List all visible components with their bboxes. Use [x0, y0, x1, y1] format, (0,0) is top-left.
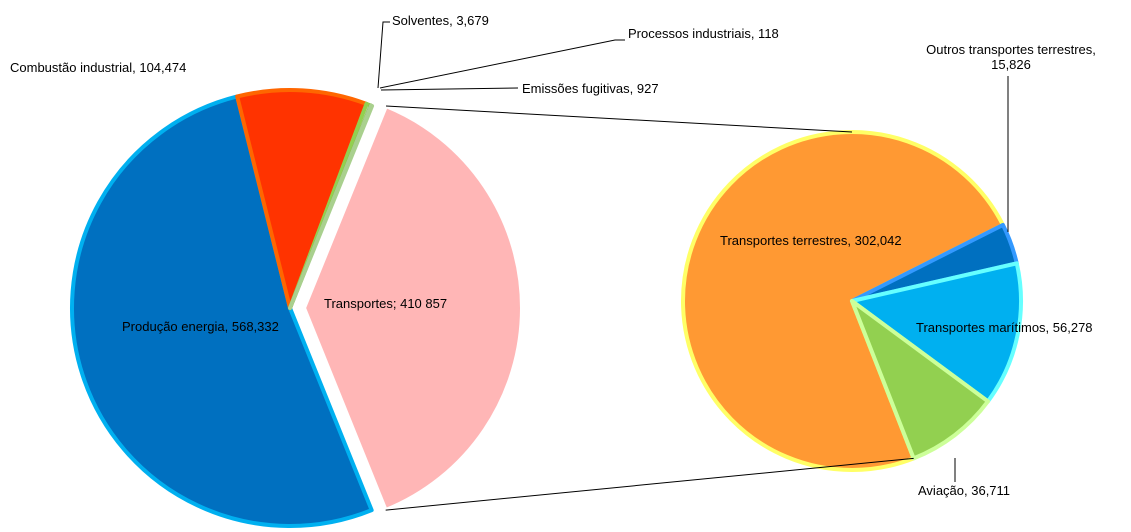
leader-line — [380, 87, 519, 91]
leader-line — [379, 39, 625, 89]
data-label: Transportes marítimos, 56,278 — [916, 320, 1093, 335]
data-label: Aviação, 36,711 — [918, 483, 1011, 498]
leader-line — [377, 21, 390, 89]
pie-slice — [302, 104, 524, 513]
data-label: Outros transportes terrestres, 15,826 — [926, 42, 1096, 72]
pie-slice — [850, 299, 990, 461]
data-label: Transportes terrestres, 302,042 — [720, 233, 902, 248]
connector-line — [385, 105, 853, 133]
data-label: Emissões fugitivas, 927 — [522, 81, 659, 96]
pie-slice — [681, 130, 1005, 472]
pie-slice — [850, 261, 1023, 404]
pie-slice — [235, 88, 369, 310]
data-label: Produção energia, 568,332 — [122, 319, 279, 334]
pie-slice — [288, 103, 375, 310]
connector-line — [385, 457, 914, 511]
data-label: Transportes; 410 857 — [324, 296, 448, 311]
pie-slice — [70, 94, 374, 528]
data-label: Combustão industrial, 104,474 — [10, 60, 187, 75]
data-label: Solventes, 3,679 — [392, 13, 489, 28]
data-label: Processos industriais, 118 — [628, 26, 779, 41]
